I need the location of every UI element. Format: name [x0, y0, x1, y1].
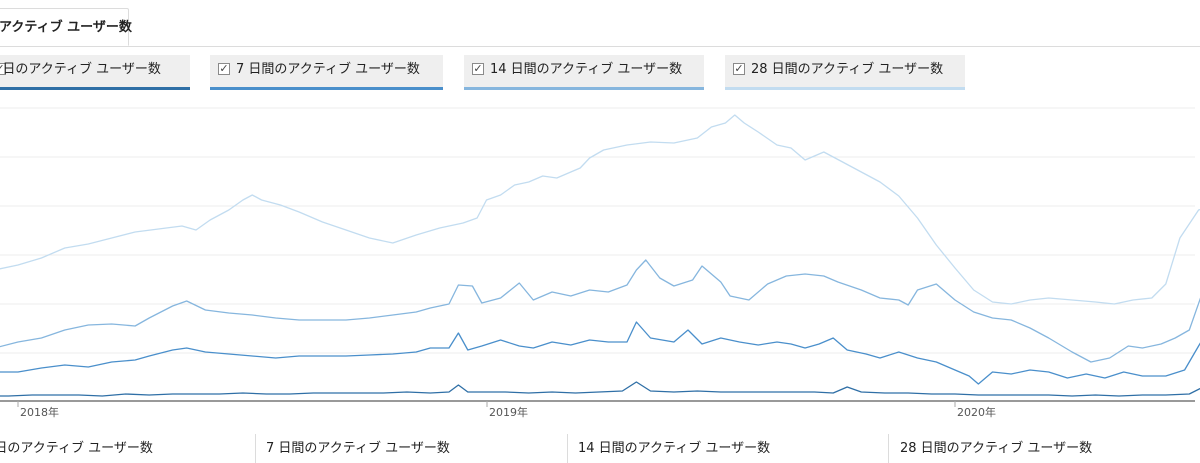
series-line-2	[0, 321, 1200, 385]
footer-label-14day: 14 日間のアクティブ ユーザー数	[578, 441, 771, 456]
checkbox-icon[interactable]: ✓	[472, 62, 484, 75]
checkbox-icon[interactable]: ✓	[0, 63, 6, 75]
checkbox-icon[interactable]: ✓	[218, 62, 230, 75]
checkbox-icon[interactable]: ✓	[733, 62, 745, 75]
footer-label-28day: 28 日間のアクティブ ユーザー数	[900, 441, 1093, 456]
metric-chip-1day[interactable]: ✓ 1 日のアクティブ ユーザー数	[0, 55, 190, 90]
footer-divider	[567, 434, 568, 463]
gridlines	[0, 107, 1195, 354]
footer-divider	[255, 434, 256, 463]
metric-color-bar-7day	[210, 87, 443, 90]
active-users-line-chart: 2018年 2019年 2020年	[0, 107, 1200, 419]
footer-label-7day: 7 日間のアクティブ ユーザー数	[266, 441, 450, 456]
x-tick-label-2020: 2020年	[957, 405, 996, 419]
metric-label-14day: 14 日間のアクティブ ユーザー数	[490, 62, 683, 77]
metric-label-7day: 7 日間のアクティブ ユーザー数	[236, 62, 420, 77]
tab-bar: アクティブ ユーザー数	[0, 0, 1200, 47]
series-line-3	[0, 381, 1200, 397]
metric-chip-14day[interactable]: ✓ 14 日間のアクティブ ユーザー数	[464, 55, 704, 90]
series-layer	[0, 114, 1200, 397]
x-tick-label-2019: 2019年	[489, 405, 528, 419]
metric-color-bar-14day	[464, 87, 704, 90]
series-line-1	[0, 259, 1200, 363]
metric-chip-28day[interactable]: ✓ 28 日間のアクティブ ユーザー数	[725, 55, 965, 90]
metric-label-28day: 28 日間のアクティブ ユーザー数	[751, 62, 944, 77]
metric-color-bar-1day	[0, 87, 190, 90]
footer-label-1day: 1 日のアクティブ ユーザー数	[0, 441, 153, 456]
x-tick-label-2018: 2018年	[20, 405, 59, 419]
x-axis-ticks: 2018年 2019年 2020年	[17, 401, 996, 419]
metric-chip-7day[interactable]: ✓ 7 日間のアクティブ ユーザー数	[210, 55, 443, 90]
metric-label-1day: 1 日のアクティブ ユーザー数	[0, 62, 161, 77]
series-line-0	[0, 114, 1200, 305]
footer-divider	[888, 434, 889, 463]
tab-active-users[interactable]: アクティブ ユーザー数	[0, 8, 132, 46]
metric-color-bar-28day	[725, 87, 965, 90]
